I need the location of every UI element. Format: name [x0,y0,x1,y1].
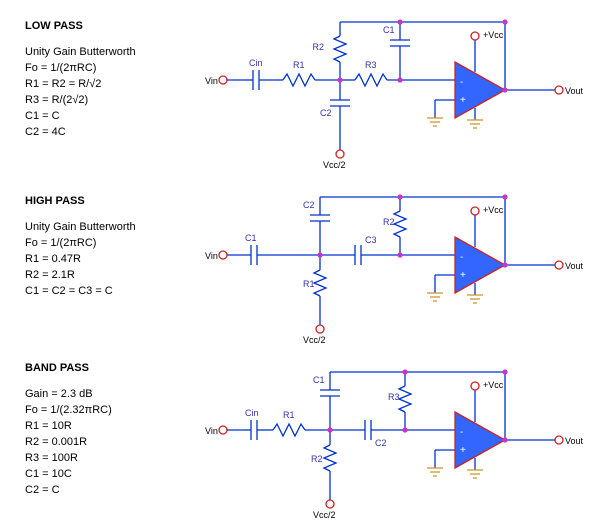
bandpass-line-1: Fo = 1/(2.32πRC) [25,402,112,418]
hp-vout: Vout [565,261,584,271]
lp-c2: C2 [320,108,332,118]
bandpass-line-0: Gain = 2.3 dB [25,386,112,402]
highpass-line-1: R1 = 0.47R [25,251,136,267]
section-band-pass: BAND PASS Gain = 2.3 dB Fo = 1/(2.32πRC)… [0,350,597,520]
bp-c1: C1 [313,375,325,385]
bandpass-title: BAND PASS [25,360,112,376]
hp-vcc2: Vcc/2 [303,335,326,345]
lp-r3: R3 [365,60,377,70]
lowpass-title: LOW PASS [25,18,136,34]
lp-vcc2: Vcc/2 [323,160,346,170]
svg-text:+: + [460,445,466,456]
bandpass-line-4: R3 = 100R [25,450,112,466]
svg-text:+: + [460,95,466,106]
lp-r1: R1 [293,60,305,70]
bp-vcc2: Vcc/2 [313,510,336,520]
svg-text:+: + [460,270,466,281]
bp-r2: R2 [311,454,323,464]
highpass-line-2: R2 = 2.1R [25,267,136,283]
hp-c3: C3 [365,235,377,245]
highpass-title: HIGH PASS [25,193,136,209]
lp-r2: R2 [312,42,324,52]
lowpass-schematic: Cin R1 R2 R3 C1 C2 Vin Vout Vcc/2 +Vcc -… [205,0,597,170]
lp-vin: Vin [205,76,218,86]
bp-c2: C2 [375,438,387,448]
svg-text:-: - [460,77,463,88]
highpass-line-3: C1 = C2 = C3 = C [25,283,136,299]
highpass-schematic: C1 C2 C3 R1 R2 Vin Vout Vcc/2 +Vcc - + [205,175,597,345]
bp-vout: Vout [565,436,584,446]
bandpass-schematic: Cin R1 R2 C1 C2 R3 Vin Vout Vcc/2 +Vcc -… [205,350,597,520]
bandpass-line-5: C1 = 10C [25,466,112,482]
lowpass-line-0: Fo = 1/(2πRC) [25,60,136,76]
hp-r2: R2 [383,217,395,227]
lowpass-line-2: R3 = R/(2√2) [25,92,136,108]
lowpass-line-3: C1 = C [25,108,136,124]
lp-c1: C1 [383,25,395,35]
bp-r1: R1 [283,410,295,420]
section-low-pass: LOW PASS Unity Gain Butterworth Fo = 1/(… [0,0,597,170]
lowpass-line-4: C2 = 4C [25,124,136,140]
bp-r3: R3 [388,392,400,402]
section-high-pass: HIGH PASS Unity Gain Butterworth Fo = 1/… [0,175,597,345]
hp-pvcc: +Vcc [483,205,504,215]
bandpass-line-2: R1 = 10R [25,418,112,434]
lowpass-line-1: R1 = R2 = R/√2 [25,76,136,92]
lp-cin: Cin [249,58,263,68]
lowpass-subtitle: Unity Gain Butterworth [25,44,136,60]
bp-vin: Vin [205,426,218,436]
bp-cin: Cin [245,408,259,418]
hp-vin: Vin [205,251,218,261]
lp-vout: Vout [565,86,584,96]
lowpass-text: LOW PASS Unity Gain Butterworth Fo = 1/(… [25,18,136,140]
highpass-subtitle: Unity Gain Butterworth [25,219,136,235]
highpass-line-0: Fo = 1/(2πRC) [25,235,136,251]
svg-text:-: - [460,252,463,263]
bp-pvcc: +Vcc [483,380,504,390]
highpass-text: HIGH PASS Unity Gain Butterworth Fo = 1/… [25,193,136,299]
bandpass-line-3: R2 = 0.001R [25,434,112,450]
hp-c2: C2 [303,200,315,210]
hp-c1: C1 [245,233,257,243]
bandpass-text: BAND PASS Gain = 2.3 dB Fo = 1/(2.32πRC)… [25,360,112,498]
hp-r1: R1 [303,279,315,289]
lp-pvcc: +Vcc [483,30,504,40]
bandpass-line-6: C2 = C [25,482,112,498]
svg-text:-: - [460,427,463,438]
